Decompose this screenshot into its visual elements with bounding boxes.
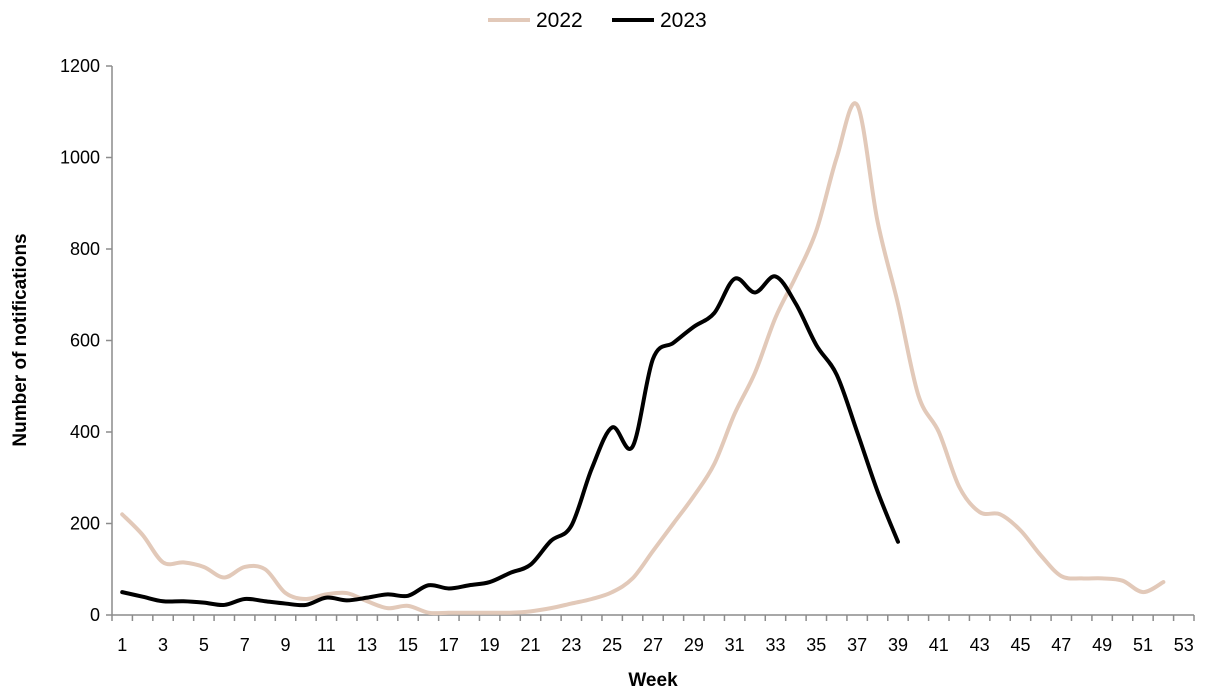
y-axis-title: Number of notifications (10, 233, 31, 446)
y-tick-label-800: 800 (70, 239, 100, 259)
x-tick-label-41: 41 (929, 635, 949, 655)
x-axis-title: Week (628, 670, 678, 691)
x-tick-label-49: 49 (1092, 635, 1112, 655)
series-line-2023 (120, 274, 900, 608)
x-tick-label-19: 19 (480, 635, 500, 655)
x-axis: 1 3 5 7 9 11 13 15 17 19 21 23 25 27 29 31 33 35 37 39 41 43 4… (111, 614, 1195, 655)
x-tick-label-13: 13 (357, 635, 377, 655)
x-tick-label-11: 11 (317, 635, 336, 655)
x-tick-label-31: 31 (725, 635, 745, 655)
legend-label-2023: 2023 (660, 9, 707, 32)
x-tick-label-35: 35 (806, 635, 826, 655)
x-tick-label-1: 1 (117, 635, 127, 655)
y-tick-label-200: 200 (70, 514, 100, 534)
series-line-2022 (120, 101, 1166, 616)
x-tick-label-5: 5 (199, 635, 209, 655)
x-tick-label-51: 51 (1133, 635, 1153, 655)
legend-item-2022: 2022 (488, 9, 583, 32)
x-tick-label-37: 37 (847, 635, 867, 655)
x-tick-label-9: 9 (281, 635, 291, 655)
y-tick-label-400: 400 (70, 422, 100, 442)
x-tick-label-25: 25 (602, 635, 622, 655)
legend-label-2022: 2022 (536, 9, 583, 32)
y-tick-label-1200: 1200 (60, 56, 100, 76)
x-tick-label-15: 15 (398, 635, 418, 655)
x-tick-label-7: 7 (240, 635, 250, 655)
x-tick-label-23: 23 (561, 635, 581, 655)
y-tick-label-1000: 1000 (60, 148, 100, 168)
x-tick-label-29: 29 (684, 635, 704, 655)
y-tick-label-600: 600 (70, 331, 100, 351)
y-axis: 0 200 400 600 800 1000 1200 (60, 56, 113, 625)
x-tick-label-27: 27 (643, 635, 663, 655)
x-tick-label-53: 53 (1174, 635, 1194, 655)
x-tick-label-3: 3 (158, 635, 168, 655)
x-tick-label-39: 39 (888, 635, 908, 655)
legend: 2022 2023 (488, 9, 707, 32)
y-tick-label-0: 0 (90, 605, 100, 625)
x-tick-label-33: 33 (765, 635, 785, 655)
legend-item-2023: 2023 (612, 9, 707, 32)
x-tick-label-43: 43 (970, 635, 990, 655)
x-tick-label-45: 45 (1010, 635, 1030, 655)
series-layer (120, 101, 1166, 616)
x-tick-label-17: 17 (439, 635, 459, 655)
x-tick-label-21: 21 (520, 635, 540, 655)
x-tick-label-47: 47 (1051, 635, 1071, 655)
